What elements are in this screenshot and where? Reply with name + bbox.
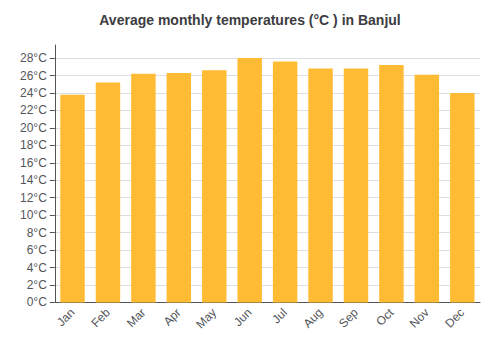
svg-text:Feb: Feb (88, 305, 113, 330)
svg-text:Dec: Dec (442, 306, 467, 331)
svg-text:6°C: 6°C (27, 243, 47, 257)
svg-text:14°C: 14°C (20, 173, 47, 187)
svg-text:Jul: Jul (269, 306, 290, 327)
svg-text:Aug: Aug (301, 306, 326, 331)
svg-text:24°C: 24°C (20, 86, 47, 100)
svg-text:28°C: 28°C (20, 51, 47, 65)
svg-text:Average monthly temperatures (: Average monthly temperatures (°C ) in Ba… (99, 12, 400, 28)
svg-text:16°C: 16°C (20, 156, 47, 170)
svg-text:12°C: 12°C (20, 191, 47, 205)
svg-text:8°C: 8°C (27, 226, 47, 240)
svg-text:Apr: Apr (161, 306, 184, 329)
svg-text:4°C: 4°C (27, 261, 47, 275)
svg-text:20°C: 20°C (20, 121, 47, 135)
svg-text:10°C: 10°C (20, 208, 47, 222)
svg-text:Jun: Jun (231, 306, 255, 330)
svg-text:Sep: Sep (336, 305, 361, 330)
svg-text:Nov: Nov (407, 306, 432, 331)
svg-text:Jan: Jan (54, 306, 78, 330)
svg-text:May: May (193, 306, 219, 332)
svg-text:18°C: 18°C (20, 138, 47, 152)
svg-text:26°C: 26°C (20, 69, 47, 83)
svg-text:Mar: Mar (124, 306, 149, 330)
svg-text:0°C: 0°C (27, 295, 47, 309)
svg-text:2°C: 2°C (27, 278, 47, 292)
svg-text:Oct: Oct (373, 305, 397, 329)
svg-text:22°C: 22°C (20, 103, 47, 117)
